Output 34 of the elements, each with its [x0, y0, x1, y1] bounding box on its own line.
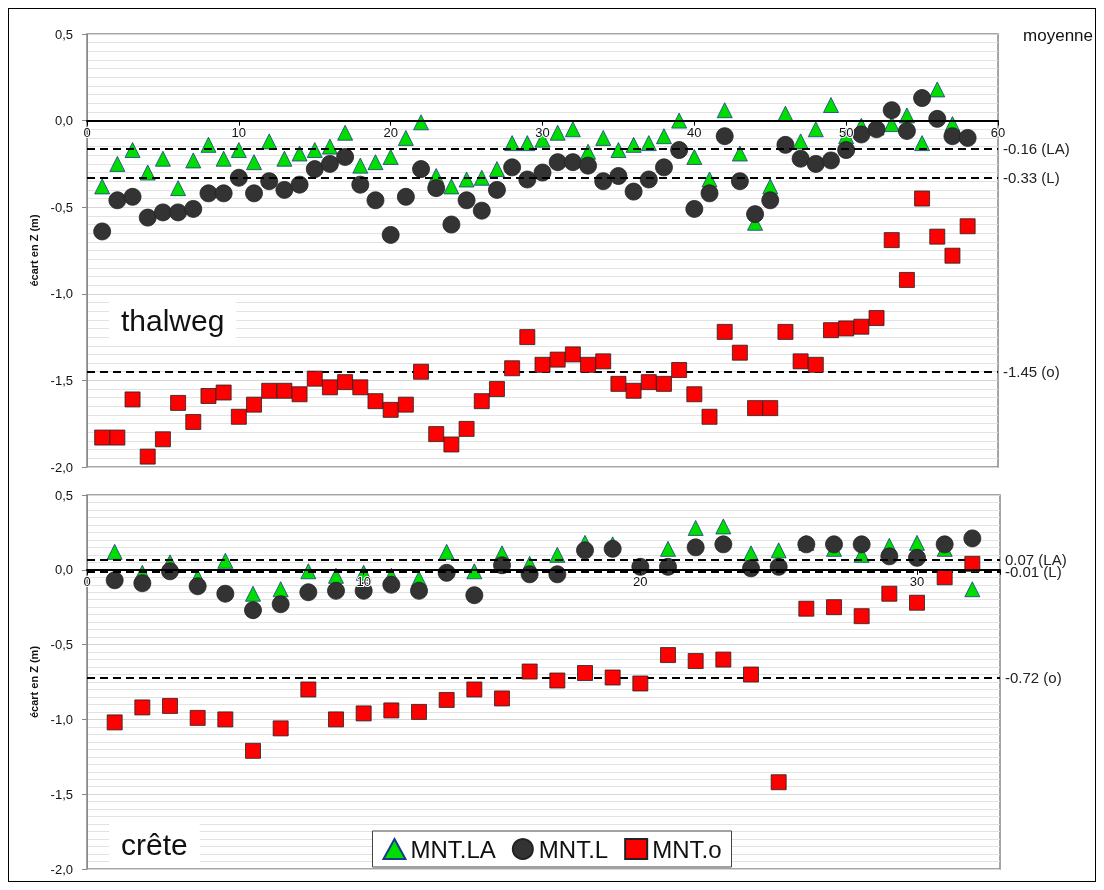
y-tick-label: 0,5	[54, 487, 73, 503]
y-tick-label: 0,5	[54, 26, 73, 42]
legend-label: MNT.o	[652, 835, 722, 863]
y-tick-label: 0,0	[54, 562, 73, 578]
x-tick-label: 10	[231, 124, 247, 140]
y-tick-label: -1,0	[50, 711, 73, 727]
x-tick-label: 0	[83, 124, 91, 140]
x-tick-label: 30	[909, 573, 925, 589]
y-tick-label: 0,0	[54, 113, 73, 129]
x-tick-label: 20	[633, 573, 648, 589]
x-tick-label: 0	[83, 573, 91, 589]
legend-label: MNT.L	[538, 835, 609, 863]
y-tick-label: -0,5	[50, 637, 73, 653]
x-tick-label: 30	[535, 124, 550, 140]
y-tick-label: -1,5	[50, 372, 73, 388]
y-tick-label: -1,0	[50, 286, 73, 302]
y-tick-label: -2,0	[50, 861, 73, 877]
annotation: crête	[121, 827, 188, 861]
legend-label: MNT.LA	[410, 835, 496, 863]
ref-line-label: -0.33 (L)	[1003, 169, 1060, 187]
text: moyenne	[1023, 26, 1093, 45]
ref-line-label: -0.72 (o)	[1005, 669, 1062, 687]
y-axis-title: écart en Z (m)	[27, 645, 40, 719]
ref-line-label: -1.45 (o)	[1003, 363, 1060, 381]
ref-line-label: -0.16 (LA)	[1003, 139, 1070, 157]
y-axis-title: écart en Z (m)	[27, 214, 40, 287]
y-tick-label: -1,5	[50, 786, 73, 802]
y-tick-label: -2,0	[50, 459, 73, 475]
x-tick-label: 60	[990, 124, 1006, 140]
annotation: thalweg	[121, 303, 225, 337]
y-tick-label: -0,5	[50, 199, 73, 215]
x-tick-label: 40	[687, 124, 702, 140]
x-tick-label: 20	[383, 124, 398, 140]
x-tick-label: 10	[356, 573, 371, 589]
